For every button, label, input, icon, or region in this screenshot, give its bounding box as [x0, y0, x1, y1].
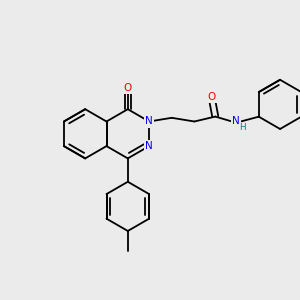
Text: O: O — [124, 83, 132, 93]
Text: H: H — [239, 123, 246, 132]
Text: N: N — [145, 116, 153, 127]
Text: O: O — [208, 92, 216, 102]
Text: N: N — [232, 116, 240, 126]
Text: N: N — [145, 141, 153, 151]
